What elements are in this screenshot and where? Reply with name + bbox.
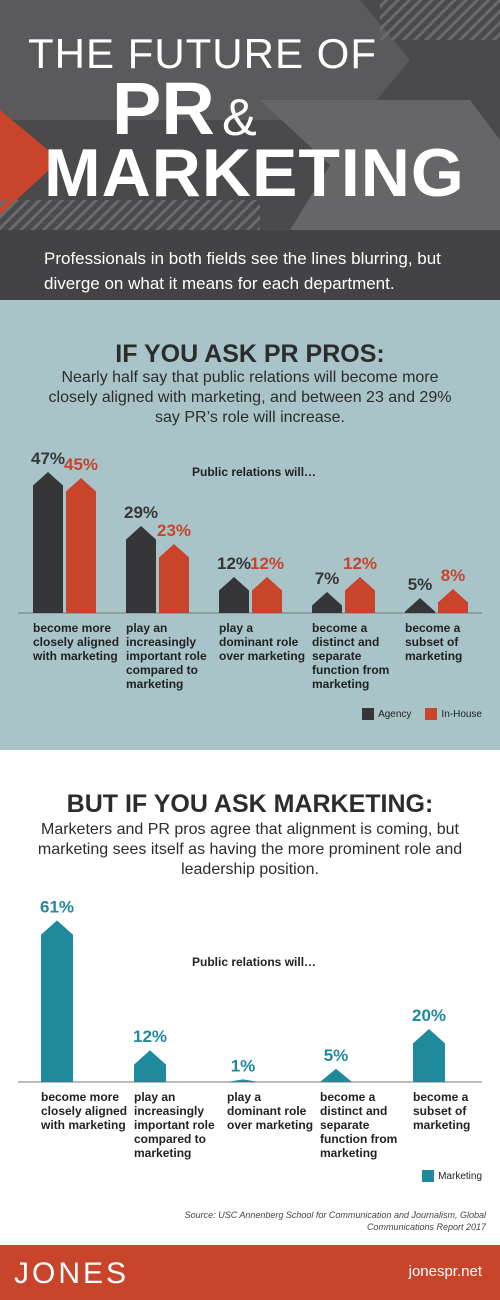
url[interactable]: jonespr.net [408, 1263, 482, 1280]
value-label: 47% [31, 449, 65, 468]
legend-swatch [425, 708, 438, 720]
value-label: 12% [217, 554, 251, 573]
bar [413, 1029, 445, 1082]
title-pr: PR [112, 67, 215, 150]
value-label: 23% [157, 521, 191, 540]
category-label: play an increasingly important role comp… [134, 1090, 215, 1160]
bar [227, 1079, 259, 1082]
bar [312, 592, 342, 613]
legend-item: Marketing [422, 1170, 482, 1182]
section-intro: Marketers and PR pros agree that alignme… [37, 821, 463, 878]
source-note: Source: USC Annenberg School for Communi… [184, 1210, 486, 1232]
bar [438, 589, 468, 613]
value-label: 12% [343, 554, 377, 573]
legend: Agency In-House [362, 708, 482, 720]
bar [159, 544, 189, 613]
category-label: play a dominant role over marketing [227, 1090, 314, 1132]
value-label: 12% [250, 554, 284, 573]
plot: 61% 12% 1% 5% 20% [18, 897, 482, 1083]
value-label: 7% [315, 569, 340, 588]
value-label: 29% [124, 503, 158, 522]
bar [345, 577, 375, 613]
chart-title: Public relations will… [192, 465, 317, 479]
bar [405, 598, 435, 613]
section-heading: IF YOU ASK PR PROS: [115, 340, 385, 368]
section-intro: Nearly half say that public relations wi… [48, 369, 452, 426]
legend-swatch [422, 1170, 435, 1182]
category-label: become more closely aligned with marketi… [33, 621, 120, 663]
legend-item: Agency [362, 708, 411, 720]
chart: 47% 45% 29% 23% 12% 12% 7% 12% 5% 8% Public relati… [0, 440, 500, 740]
value-label: 20% [412, 1006, 446, 1025]
subtitle: Professionals in both fields see the lin… [44, 249, 441, 293]
legend-label: Agency [378, 708, 412, 720]
category-label: play an increasingly important role comp… [126, 621, 207, 691]
value-label: 45% [64, 455, 98, 474]
value-label: 61% [40, 897, 74, 916]
value-label: 5% [408, 575, 433, 594]
logo: JONES [14, 1257, 130, 1290]
legend-label: In-House [441, 708, 482, 720]
value-label: 1% [231, 1056, 256, 1075]
chart-title: Public relations will… [192, 955, 317, 969]
title-amp: & [222, 89, 257, 147]
category-label: become a subset of marketing [405, 621, 463, 663]
chart: 61% 12% 1% 5% 20% Public relations will… becom… [0, 890, 500, 1190]
category-label: become a distinct and separate function … [312, 621, 390, 691]
section-marketing: BUT IF YOU ASK MARKETING: Marketers and … [0, 760, 500, 1245]
legend-swatch [362, 708, 375, 720]
bar [320, 1068, 352, 1082]
bar [126, 526, 156, 613]
category-label: become a distinct and separate function … [320, 1090, 398, 1160]
bar [66, 478, 96, 613]
legend: Marketing [422, 1170, 482, 1182]
bar [252, 577, 282, 613]
bar [33, 472, 63, 613]
section-pr: IF YOU ASK PR PROS: Nearly half say that… [0, 300, 500, 750]
header: THE FUTURE OF PR & MARKETING Professiona… [0, 0, 500, 300]
legend-label: Marketing [438, 1170, 482, 1182]
title-line: THE FUTURE OF [28, 30, 377, 77]
plot: 47%45%29%23%12%12%7%12%5% 8% [18, 449, 482, 614]
footer: JONES jonespr.net [0, 1245, 500, 1300]
value-label: 5% [324, 1046, 349, 1065]
header-decoration [0, 0, 500, 300]
category-label: become a subset of marketing [413, 1090, 471, 1132]
bar [41, 920, 73, 1082]
value-label: 12% [133, 1027, 167, 1046]
category-label: play a dominant role over marketing [219, 621, 306, 663]
value-label: 8% [441, 566, 466, 585]
bar [134, 1050, 166, 1082]
legend-item: In-House [425, 708, 482, 720]
title-marketing: MARKETING [44, 135, 465, 211]
category-label: become more closely aligned with marketi… [41, 1090, 128, 1132]
bar [219, 577, 249, 613]
section-heading: BUT IF YOU ASK MARKETING: [66, 790, 434, 818]
